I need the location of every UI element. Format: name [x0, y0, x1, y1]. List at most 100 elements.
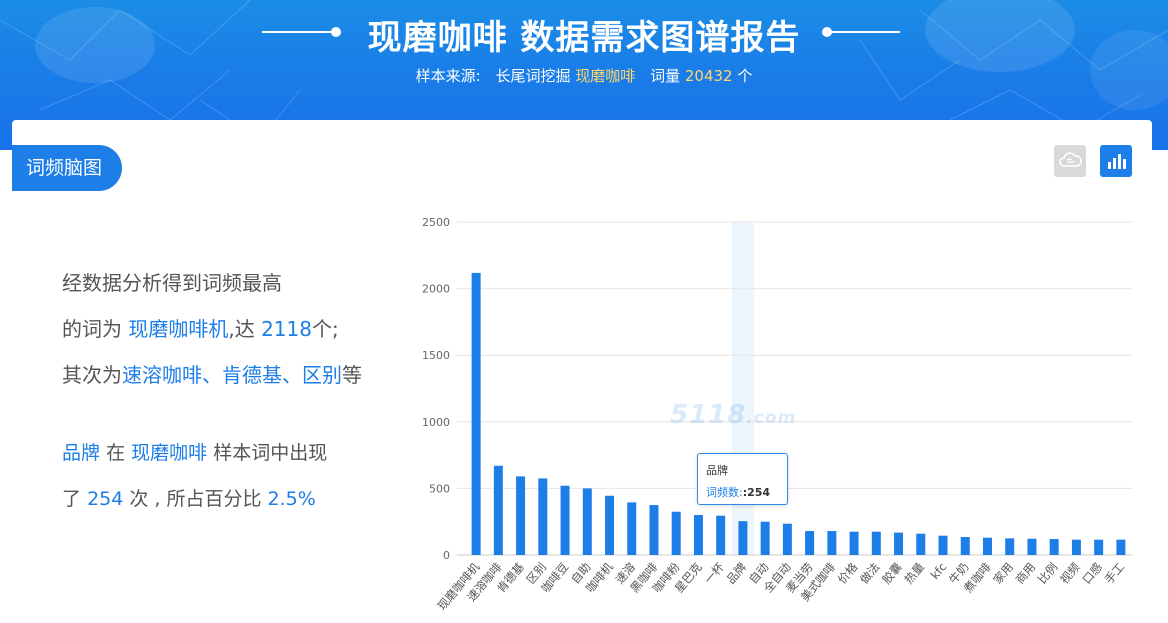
bar[interactable] — [1071, 539, 1081, 555]
bar-chart-button[interactable] — [1100, 145, 1132, 177]
bar[interactable] — [1027, 538, 1037, 555]
bar[interactable] — [960, 537, 970, 555]
focus-line-1: 品牌 在 现磨咖啡 样本词中出现 — [62, 430, 422, 476]
summary-line-3: 其次为速溶咖啡、肯德基、区别等 — [62, 352, 422, 398]
title-left-dot — [331, 27, 341, 37]
y-tick-label: 1500 — [422, 349, 450, 362]
watermark-text: 5118 — [670, 400, 747, 430]
tab-word-frequency[interactable]: 词频脑图 — [12, 145, 122, 191]
highlight-band — [731, 222, 755, 555]
x-tick-label: 比例 — [1035, 560, 1061, 587]
focus-tail: 样本词中出现 — [213, 442, 328, 464]
bar-chart-icon — [1108, 154, 1126, 169]
title-right-dot — [822, 27, 832, 37]
cloud-icon — [1059, 152, 1082, 167]
y-tick-label: 1000 — [422, 416, 450, 429]
focus-percent: 2.5% — [267, 488, 316, 510]
bar[interactable] — [1094, 539, 1104, 555]
y-tick-label: 0 — [443, 549, 450, 562]
count-value: 20432 — [684, 67, 733, 85]
x-tick-label: 做法 — [857, 560, 883, 587]
x-tick-label: 手工 — [1102, 560, 1128, 587]
bar[interactable] — [827, 531, 837, 555]
site-watermark: 5118.com — [670, 400, 796, 430]
summary-l2-pre: 的词为 — [62, 317, 122, 341]
page-title: 现磨咖啡 数据需求图谱报告 — [367, 18, 801, 58]
focus-word: 品牌 — [62, 442, 101, 464]
tooltip-label: 词频数: — [706, 486, 743, 499]
decorative-network-background — [0, 0, 1168, 141]
title-left-line — [262, 31, 332, 33]
runner-up-words: 速溶咖啡、肯德基、区别 — [122, 363, 342, 387]
summary-l2-mid: ,达 — [228, 317, 255, 341]
focus-count: 254 — [87, 488, 124, 510]
watermark-suffix: .com — [746, 408, 797, 428]
tooltip-value: :254 — [742, 486, 771, 499]
x-tick-label: 胶囊 — [879, 560, 905, 587]
source-type: 长尾词挖掘 — [495, 67, 571, 85]
top-word: 现磨咖啡机 — [128, 317, 229, 341]
source-keyword: 现磨咖啡 — [575, 67, 636, 85]
x-tick-label: 品牌 — [724, 560, 750, 587]
bar[interactable] — [671, 511, 681, 555]
bar[interactable] — [516, 476, 526, 555]
summary-l3-pre: 其次为 — [62, 363, 122, 387]
bar[interactable] — [849, 531, 859, 555]
focus-line-2: 了 254 次 , 所占百分比 2.5% — [62, 476, 422, 522]
bar[interactable] — [582, 488, 592, 555]
x-tick-label: 商用 — [1013, 560, 1039, 587]
top-word-count: 2118 — [261, 317, 312, 341]
tooltip-word: 品牌 — [706, 464, 728, 477]
bar[interactable] — [716, 515, 726, 555]
frequency-summary: 经数据分析得到词频最高 的词为 现磨咖啡机,达 2118个; 其次为速溶咖啡、肯… — [62, 260, 422, 398]
focus-word-summary: 品牌 在 现磨咖啡 样本词中出现 了 254 次 , 所占百分比 2.5% — [62, 430, 422, 522]
header-banner: 现磨咖啡 数据需求图谱报告 样本来源: 长尾词挖掘 现磨咖啡 词量 20432 … — [0, 0, 1168, 150]
bar[interactable] — [605, 495, 615, 555]
x-tick-label: 一杯 — [701, 560, 727, 587]
bar[interactable] — [938, 535, 948, 555]
x-tick-label: 价格 — [835, 560, 861, 587]
summary-line-2: 的词为 现磨咖啡机,达 2118个; — [62, 306, 422, 352]
x-tick-label: 视频 — [1057, 560, 1083, 587]
bar[interactable] — [471, 272, 481, 555]
title-right-line — [830, 31, 900, 33]
focus-in: 在 — [106, 442, 126, 464]
x-tick-label: 热量 — [902, 560, 928, 587]
focus-l2-pre: 了 — [62, 488, 82, 510]
bar[interactable] — [894, 532, 904, 555]
bar[interactable] — [1005, 538, 1015, 555]
x-tick-label: 家用 — [991, 560, 1017, 587]
source-label: 样本来源: — [415, 67, 481, 85]
y-tick-label: 2500 — [422, 216, 450, 229]
bar[interactable] — [627, 502, 637, 555]
bar[interactable] — [805, 531, 815, 555]
bar-tooltip: 品牌 词频数::254 — [697, 453, 788, 505]
bar[interactable] — [982, 537, 992, 555]
bar[interactable] — [782, 523, 792, 555]
summary-l3-post: 等 — [342, 363, 362, 387]
bar[interactable] — [916, 533, 926, 555]
bar[interactable] — [538, 478, 548, 555]
summary-l2-post: 个; — [311, 317, 339, 341]
bar[interactable] — [738, 521, 748, 555]
bar[interactable] — [560, 485, 570, 555]
bar[interactable] — [1116, 539, 1126, 555]
bar[interactable] — [649, 505, 659, 555]
bar[interactable] — [693, 515, 703, 555]
bar[interactable] — [493, 465, 503, 555]
sample-source-line: 样本来源: 长尾词挖掘 现磨咖啡 词量 20432 个 — [0, 65, 1168, 86]
focus-keyword: 现磨咖啡 — [131, 442, 208, 464]
y-tick-label: 500 — [429, 482, 450, 495]
word-cloud-button[interactable] — [1054, 145, 1086, 177]
count-label: 词量 — [650, 67, 681, 85]
summary-line-1: 经数据分析得到词频最高 — [62, 271, 282, 295]
bar[interactable] — [871, 531, 881, 555]
tooltip-row: 词频数::254 — [706, 484, 787, 500]
bar[interactable] — [1049, 539, 1059, 555]
y-tick-label: 2000 — [422, 283, 450, 296]
bar[interactable] — [760, 521, 770, 555]
focus-l2-mid: 次 , 所占百分比 — [129, 488, 262, 510]
count-unit: 个 — [737, 67, 753, 85]
x-tick-label: 口感 — [1079, 560, 1105, 587]
